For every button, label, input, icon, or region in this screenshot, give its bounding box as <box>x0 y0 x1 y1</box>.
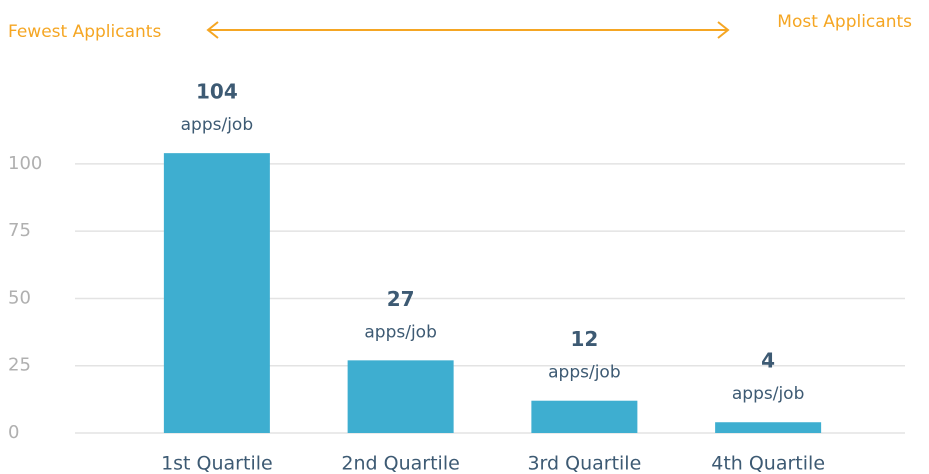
bar <box>163 153 270 434</box>
x-tick-label: 3rd Quartile <box>527 453 641 474</box>
data-label-unit: apps/job <box>732 384 805 404</box>
x-tick-label: 1st Quartile <box>161 453 273 474</box>
y-tick-label: 75 <box>8 220 31 241</box>
bar <box>347 360 454 433</box>
data-label: 4 <box>761 349 775 373</box>
data-label: 12 <box>570 327 598 351</box>
annotation-right: Most Applicants <box>777 12 912 32</box>
annotation-left: Fewest Applicants <box>8 22 161 42</box>
y-tick-label: 25 <box>8 355 31 376</box>
x-tick-label: 4th Quartile <box>711 453 825 474</box>
data-label-unit: apps/job <box>181 115 254 135</box>
y-tick-label: 100 <box>8 153 42 174</box>
y-tick-label: 0 <box>8 422 19 443</box>
data-label: 27 <box>387 287 415 311</box>
bar <box>531 400 638 433</box>
y-tick-label: 50 <box>8 287 31 308</box>
x-tick-label: 2nd Quartile <box>341 453 459 474</box>
data-label-unit: apps/job <box>548 363 621 383</box>
range-arrow <box>206 21 730 39</box>
data-label: 104 <box>196 80 238 104</box>
data-label-unit: apps/job <box>364 322 437 342</box>
bar <box>715 422 822 433</box>
